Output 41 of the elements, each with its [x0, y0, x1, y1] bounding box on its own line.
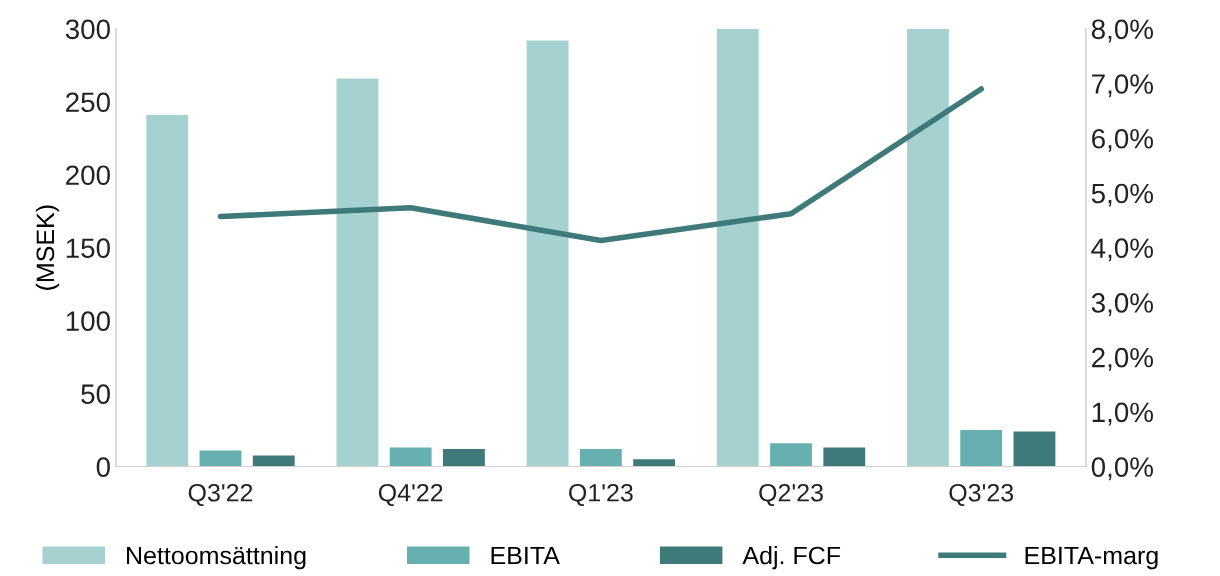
x-tick-label: Q4'22	[378, 483, 443, 507]
bar	[389, 447, 432, 467]
y-axis-title: (MSEK)	[35, 205, 60, 290]
bar	[252, 455, 295, 467]
bar	[443, 449, 485, 467]
bar	[716, 28, 759, 467]
x-tick-label: Q3'23	[949, 483, 1014, 507]
bar	[146, 114, 189, 467]
legend-label: EBITA	[491, 546, 560, 565]
y2-tick-label: 1,0%	[1092, 402, 1153, 426]
y-tick-label: 100	[66, 311, 110, 331]
y-tick-label: 250	[66, 92, 110, 113]
y2-tick-label: 8,0%	[1091, 19, 1153, 43]
bar	[633, 459, 676, 467]
bar	[579, 449, 622, 467]
y2-tick-label: 4,0%	[1091, 238, 1153, 262]
y-tick-label: 50	[81, 384, 110, 404]
bar	[907, 28, 949, 467]
y-tick-label: 300	[65, 19, 110, 40]
bar	[199, 450, 242, 467]
y-tick-label: 0	[96, 457, 110, 477]
y2-tick-label: 7,0%	[1092, 74, 1153, 98]
bar	[526, 40, 569, 467]
y2-tick-label: 6,0%	[1092, 128, 1153, 152]
legend-label: Adj. FCF	[742, 545, 841, 570]
x-tick-label: Q1'23	[569, 483, 633, 507]
y2-tick-label: 5,0%	[1091, 183, 1153, 207]
bar	[823, 447, 866, 467]
y2-tick-label: 2,0%	[1092, 347, 1153, 371]
y2-tick-label: 0,0%	[1091, 457, 1153, 481]
y-tick-label: 200	[66, 165, 110, 186]
legend-label: Nettoomsättning	[127, 545, 306, 570]
bar	[960, 430, 1003, 467]
legend-label: EBITA-marg	[1025, 546, 1158, 570]
y2-tick-label: 3,0%	[1091, 293, 1153, 317]
x-tick-label: Q3'22	[188, 483, 253, 507]
bar	[770, 443, 812, 467]
x-tick-label: Q2'23	[759, 483, 823, 507]
bar	[1013, 431, 1056, 467]
y-tick-label: 150	[66, 238, 110, 259]
bar	[336, 78, 379, 467]
